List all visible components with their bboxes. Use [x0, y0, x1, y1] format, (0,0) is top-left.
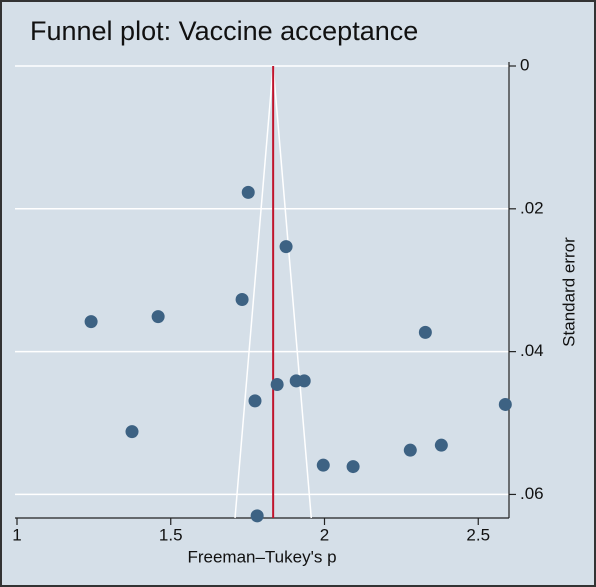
y-tick-label: .06	[520, 484, 544, 503]
point	[250, 509, 264, 523]
y-tick-label: 0	[520, 55, 529, 74]
x-tick-label: 1.5	[159, 525, 183, 544]
point	[125, 425, 139, 439]
x-tick-label: 2	[320, 525, 329, 544]
x-axis-label: Freeman–Tukey's p	[187, 547, 336, 566]
point	[235, 292, 249, 306]
point	[297, 374, 311, 388]
point	[403, 443, 417, 457]
point	[316, 458, 330, 472]
y-axis-label: Standard error	[559, 237, 578, 347]
x-tick-label: 1	[12, 525, 21, 544]
point	[270, 377, 284, 391]
point	[346, 460, 360, 474]
funnel-right	[272, 65, 313, 519]
y-tick-label: .04	[520, 341, 544, 360]
point	[248, 394, 262, 408]
point	[241, 185, 255, 199]
point	[434, 438, 448, 452]
funnel-left	[234, 65, 274, 519]
point	[151, 310, 165, 324]
point	[498, 397, 512, 411]
chart-title: Funnel plot: Vaccine acceptance	[30, 16, 418, 46]
point	[279, 240, 293, 254]
x-tick-label: 2.5	[466, 525, 490, 544]
point	[84, 315, 98, 329]
y-tick-label: .02	[520, 198, 544, 217]
point	[418, 325, 432, 339]
